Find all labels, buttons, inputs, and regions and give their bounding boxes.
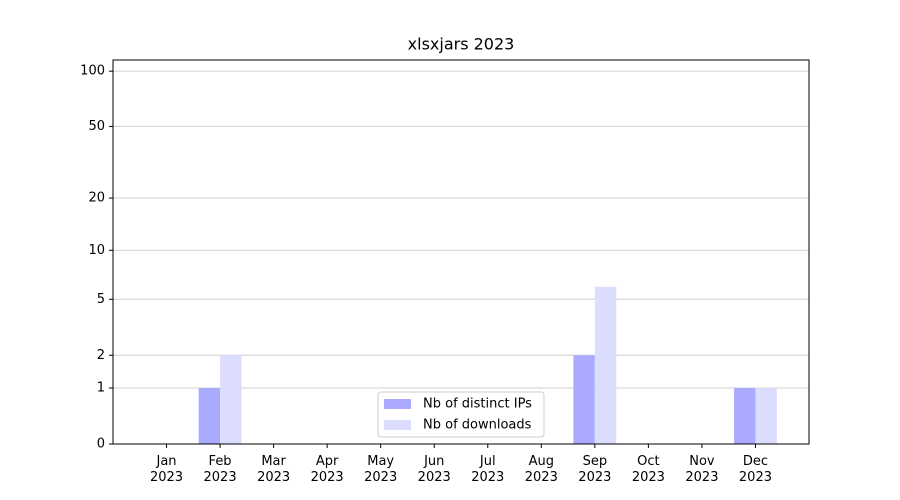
y-tick-label: 50 — [88, 119, 105, 134]
bar — [734, 388, 756, 444]
legend-label: Nb of distinct IPs — [423, 397, 532, 412]
x-tick-label: Dec 2023 — [739, 454, 772, 485]
x-tick-label: Feb 2023 — [204, 454, 237, 485]
x-tick-label: May 2023 — [364, 454, 397, 485]
x-tick-label: Apr 2023 — [311, 454, 344, 485]
x-tick-label: Oct 2023 — [632, 454, 665, 485]
bar — [573, 355, 595, 444]
y-tick-label: 5 — [97, 292, 105, 307]
x-tick-label: Aug 2023 — [525, 454, 558, 485]
chart-title: xlsxjars 2023 — [408, 35, 515, 54]
y-tick-label: 20 — [88, 191, 105, 206]
x-tick-label: Jun 2023 — [418, 454, 451, 485]
legend-label: Nb of downloads — [423, 418, 532, 433]
plot-frame — [112, 59, 810, 445]
y-tick-label: 100 — [80, 64, 105, 79]
bar — [594, 286, 617, 444]
legend: Nb of distinct IPs Nb of downloads — [377, 391, 545, 438]
y-tick-label: 2 — [97, 348, 105, 363]
x-tick-label: Jan 2023 — [150, 454, 183, 485]
x-tick-label: Jul 2023 — [471, 454, 504, 485]
x-tick-label: Mar 2023 — [257, 454, 290, 485]
legend-box — [377, 391, 545, 438]
x-tick-label: Nov 2023 — [685, 454, 718, 485]
bar — [755, 388, 777, 444]
y-tick-label: 0 — [97, 437, 105, 452]
bar — [198, 388, 221, 444]
legend-swatch — [384, 399, 411, 409]
y-tick-label: 10 — [88, 243, 105, 258]
legend-swatch — [384, 420, 411, 430]
x-tick-label: Sep 2023 — [578, 454, 611, 485]
y-tick-label: 1 — [97, 381, 105, 396]
bar — [220, 355, 242, 444]
